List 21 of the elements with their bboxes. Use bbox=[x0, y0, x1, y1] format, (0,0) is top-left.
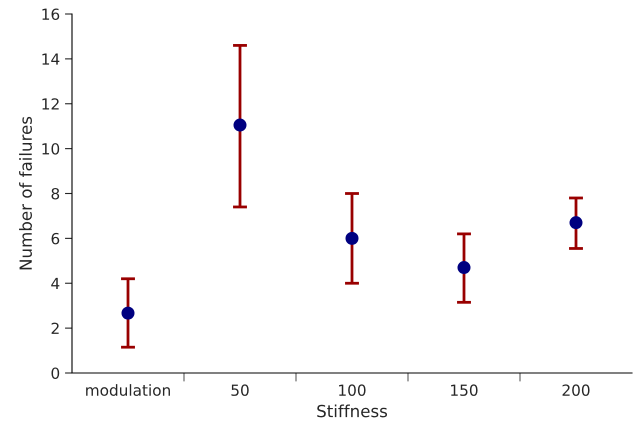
x-tick-label: 150 bbox=[451, 384, 478, 396]
y-tick-label: 12 bbox=[42, 98, 59, 110]
x-axis-title: Stiffness bbox=[317, 404, 388, 418]
y-tick-label: 14 bbox=[42, 54, 60, 65]
x-tick-label: 200 bbox=[562, 384, 590, 396]
x-tick-label: 100 bbox=[339, 384, 366, 396]
y-tick-label: 2 bbox=[52, 322, 59, 334]
point bbox=[569, 216, 583, 230]
point bbox=[457, 261, 471, 274]
x-tick-label: 50 bbox=[231, 384, 249, 396]
y-tick-label: 0 bbox=[51, 367, 60, 380]
x-tick-label: modulation bbox=[86, 384, 170, 396]
point bbox=[345, 232, 359, 245]
y-tick-label: 4 bbox=[51, 278, 60, 290]
point bbox=[121, 306, 135, 320]
y-tick-label: 10 bbox=[42, 143, 60, 155]
y-axis-title: Number of failures bbox=[19, 116, 32, 270]
y-tick-label: 8 bbox=[52, 188, 60, 200]
y-tick-label: 6 bbox=[52, 232, 60, 244]
point bbox=[233, 118, 247, 132]
y-tick-label: 16 bbox=[42, 8, 60, 20]
